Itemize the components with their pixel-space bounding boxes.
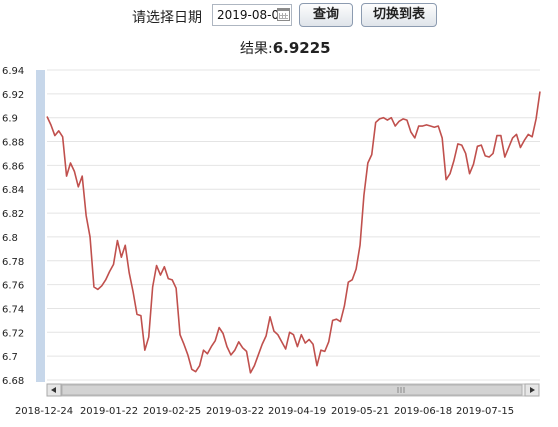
- x-tick-labels: 2018-12-24 2019-01-22 2019-02-25 2019-03-22…: [15, 406, 514, 417]
- grid-layer: [47, 69, 540, 381]
- vertical-scroll-track[interactable]: [36, 70, 45, 382]
- y-tick-label: 6.68: [2, 376, 24, 387]
- y-tick-label: 6.92: [2, 90, 24, 101]
- x-tick-label: 2019-04-19: [268, 406, 326, 417]
- y-tick-label: 6.76: [2, 281, 24, 292]
- x-tick-label: 2019-07-15: [456, 406, 514, 417]
- x-tick-label: 2019-05-21: [331, 406, 389, 417]
- x-tick-label: 2019-03-22: [206, 406, 264, 417]
- y-tick-label: 6.86: [2, 161, 24, 172]
- line-chart: 6.94 6.92 6.9 6.88 6.86 6.84 6.82 6.8 6.78 6.76 6.…: [0, 60, 558, 427]
- x-tick-label: 2019-02-25: [143, 406, 201, 417]
- x-tick-label: 2018-12-24: [15, 406, 73, 417]
- toolbar: 请选择日期 2019-08-05 查询 切换到表: [0, 0, 558, 34]
- y-tick-label: 6.9: [2, 114, 18, 125]
- y-tick-label: 6.8: [2, 233, 18, 244]
- y-tick-label: 6.74: [2, 304, 24, 315]
- chart-svg: 6.94 6.92 6.9 6.88 6.86 6.84 6.82 6.8 6.78 6.76 6.…: [2, 66, 541, 417]
- y-tick-label: 6.82: [2, 209, 24, 220]
- y-tick-label: 6.94: [2, 66, 24, 77]
- switch-to-table-button[interactable]: 切换到表: [361, 3, 437, 27]
- y-tick-label: 6.88: [2, 138, 24, 149]
- date-label: 请选择日期: [132, 10, 202, 26]
- y-tick-label: 6.72: [2, 328, 24, 339]
- y-tick-label: 6.84: [2, 185, 24, 196]
- y-tick-labels: 6.94 6.92 6.9 6.88 6.86 6.84 6.82 6.8 6.78 6.76 6.…: [2, 66, 24, 387]
- y-tick-label: 6.7: [2, 352, 18, 363]
- scroll-thumb[interactable]: [61, 384, 523, 396]
- query-button[interactable]: 查询: [299, 3, 353, 27]
- x-tick-label: 2019-06-18: [394, 406, 452, 417]
- arrow-right-icon: [530, 387, 535, 393]
- calendar-icon[interactable]: [277, 8, 290, 21]
- result-text: 结果:6.9225: [240, 38, 331, 58]
- date-input[interactable]: 2019-08-05: [212, 4, 292, 26]
- result-value: 6.9225: [272, 39, 331, 57]
- x-tick-label: 2019-01-22: [80, 406, 138, 417]
- horizontal-scrollbar[interactable]: [46, 383, 540, 397]
- result-label: 结果:: [240, 41, 273, 57]
- y-tick-label: 6.78: [2, 257, 24, 268]
- arrow-left-icon: [51, 387, 56, 393]
- series-line: [46, 91, 541, 374]
